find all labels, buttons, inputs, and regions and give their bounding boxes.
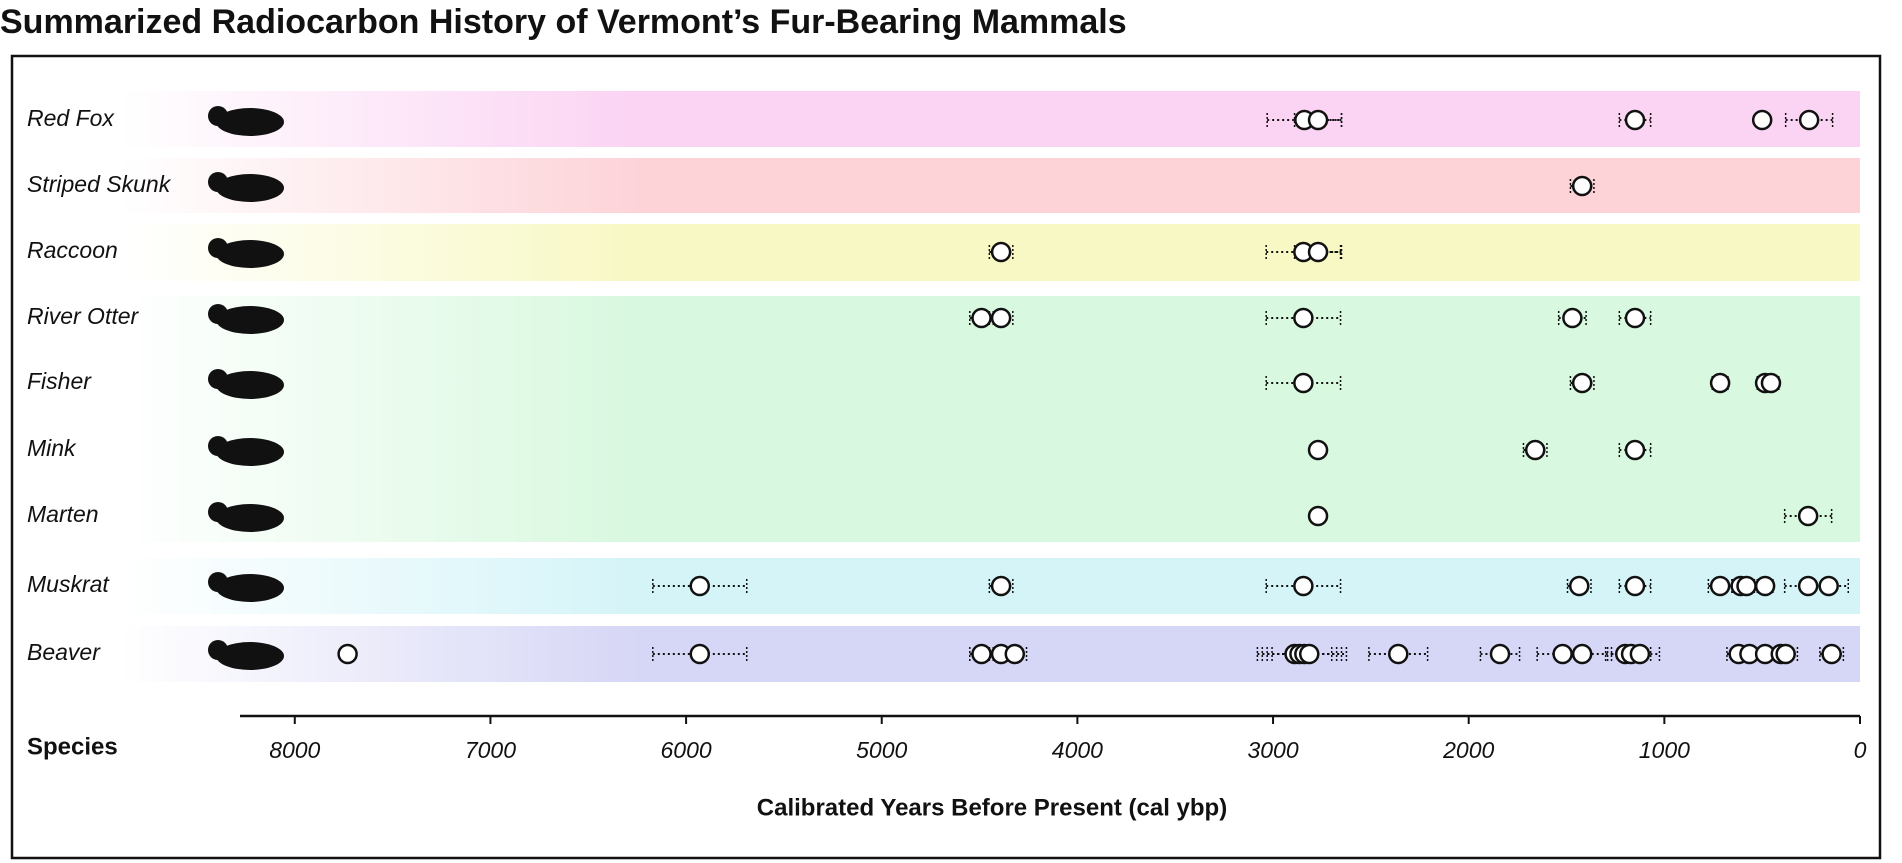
bands: [121, 91, 1860, 682]
x-tick-label: 4000: [1052, 737, 1103, 763]
row-label: Raccoon: [27, 237, 118, 263]
row-label: Red Fox: [27, 105, 115, 131]
date-point: [1798, 109, 1820, 131]
x-tick-label: 1000: [1639, 737, 1690, 763]
date-point: [1293, 575, 1314, 597]
x-tick-label: 2000: [1442, 737, 1494, 763]
row-label: Beaver: [27, 639, 101, 665]
animal-icon: [208, 369, 228, 389]
date-point: [1307, 241, 1329, 263]
date-point: [1624, 575, 1646, 597]
x-tick-label: 6000: [661, 737, 712, 763]
date-point: [1571, 175, 1593, 197]
date-point: [1709, 575, 1731, 597]
animal-icon: [216, 504, 284, 532]
x-tick-label: 0: [1854, 737, 1867, 763]
animal-icon: [208, 436, 228, 456]
x-tick-label: 3000: [1247, 737, 1298, 763]
date-point: [990, 241, 1012, 263]
animal-icon: [216, 371, 284, 399]
animal-icon: [208, 238, 228, 258]
date-point: [1775, 643, 1796, 665]
row-band-fade: [121, 350, 1860, 417]
date-point: [1388, 643, 1409, 665]
date-point: [1797, 505, 1819, 527]
date-point: [1821, 643, 1842, 665]
frame: [10, 54, 1882, 860]
animal-icon: [208, 304, 228, 324]
date-point: [1818, 575, 1839, 597]
date-point: [1298, 643, 1320, 665]
date-point: [1571, 372, 1593, 394]
date-point: [990, 575, 1012, 597]
date-point: [1489, 643, 1511, 665]
date-point: [1004, 643, 1026, 665]
date-point: [337, 643, 358, 665]
date-point: [1624, 307, 1646, 329]
x-tick-label: 7000: [465, 737, 516, 763]
animal-icon: [208, 106, 228, 126]
animal-icon: [208, 640, 228, 660]
row-label: Striped Skunk: [27, 171, 172, 197]
date-point: [1524, 439, 1546, 461]
date-point: [1624, 439, 1646, 461]
date-point: [1293, 307, 1314, 329]
date-point: [971, 307, 992, 329]
animal-icon: [208, 572, 228, 592]
date-point: [1293, 372, 1314, 394]
x-tick-label: 8000: [269, 737, 320, 763]
chart-title: Summarized Radiocarbon History of Vermon…: [0, 3, 1127, 41]
row-label: Fisher: [27, 368, 92, 394]
row-band-fade: [121, 158, 1860, 213]
animal-icon: [216, 438, 284, 466]
animal-icon: [208, 172, 228, 192]
row-band-fade: [121, 483, 1860, 542]
animal-icon: [216, 306, 284, 334]
date-point: [1307, 505, 1329, 527]
row-band-fade: [121, 417, 1860, 483]
animal-icon: [216, 240, 284, 268]
date-point: [1797, 575, 1819, 597]
animal-icon: [216, 108, 284, 136]
date-point: [689, 643, 711, 665]
date-point: [1571, 643, 1593, 665]
date-point: [1736, 575, 1757, 597]
animal-icon: [216, 574, 284, 602]
row-label: River Otter: [27, 303, 140, 329]
y-axis-label: Species: [27, 733, 118, 760]
date-point: [1568, 575, 1590, 597]
animal-icon: [216, 174, 284, 202]
date-point: [990, 307, 1012, 329]
date-point: [1307, 439, 1329, 461]
date-point: [1629, 643, 1651, 665]
row-band-fade: [121, 296, 1860, 350]
date-point: [689, 575, 711, 597]
x-axis-label: Calibrated Years Before Present (cal ybp…: [757, 794, 1227, 821]
row-label: Muskrat: [27, 571, 110, 597]
date-point: [1754, 575, 1776, 597]
row-label: Marten: [27, 501, 99, 527]
date-point: [1624, 109, 1646, 131]
date-point: [1562, 307, 1583, 329]
animal-icon: [208, 502, 228, 522]
row-band-fade: [121, 91, 1860, 147]
row-label: Mink: [27, 435, 77, 461]
date-point: [1760, 372, 1782, 394]
date-point: [1307, 109, 1329, 131]
date-point: [1751, 109, 1773, 131]
date-point: [1552, 643, 1573, 665]
date-point: [971, 643, 992, 665]
date-point: [1709, 372, 1731, 394]
animal-icon: [216, 642, 284, 670]
x-tick-label: 5000: [856, 737, 907, 763]
